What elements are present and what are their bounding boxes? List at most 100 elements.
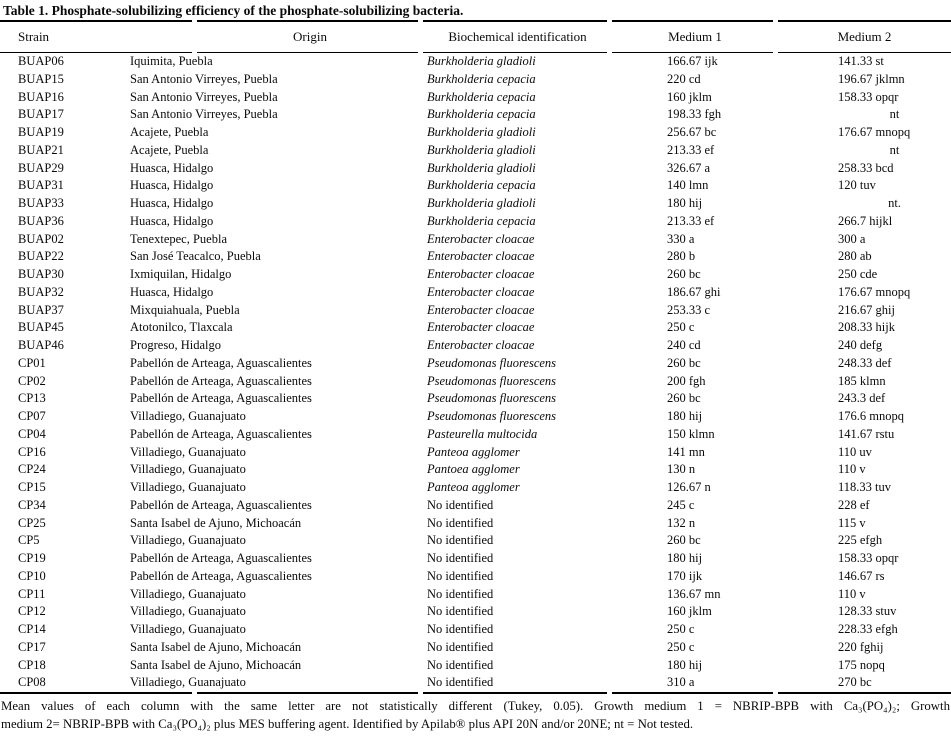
cell-strain: BUAP36 — [18, 213, 64, 228]
table-row: BUAP31 Huasca, Hidalgo Burkholderia cepa… — [0, 177, 951, 195]
cell-medium-2: 258.33 bcd — [838, 160, 894, 175]
cell-biochemical-identification: Pasteurella multocida — [427, 426, 538, 441]
rule-segment — [778, 20, 951, 22]
table-row: BUAP29 Huasca, Hidalgo Burkholderia glad… — [0, 160, 951, 178]
cell-strain: CP07 — [18, 409, 46, 423]
cell-biochemical-identification: No identified — [427, 657, 494, 672]
cell-origin: Mixquiahuala, Puebla — [130, 302, 240, 317]
column-header-biochemical-identification: Biochemical identification — [448, 29, 587, 44]
cell-medium-1: 126.67 n — [667, 480, 711, 494]
cell-strain: CP12 — [18, 604, 46, 619]
cell-medium-1: 186.67 ghi — [667, 284, 721, 299]
table-row: CP04 Pabellón de Arteaga, Aguascalientes… — [0, 426, 951, 444]
cell-strain: BUAP37 — [18, 302, 64, 317]
table-row: CP10 Pabellón de Arteaga, Aguascalientes… — [0, 568, 951, 586]
cell-medium-1: 260 bc — [667, 391, 701, 406]
cell-biochemical-identification: Enterobacter cloacae — [427, 284, 535, 299]
cell-medium-2: 110 uv — [838, 444, 872, 459]
cell-origin: Villadiego, Guanajuato — [130, 480, 246, 494]
cell-origin: Tenextepec, Puebla — [130, 231, 227, 246]
cell-origin: Huasca, Hidalgo — [130, 284, 214, 299]
cell-medium-1: 160 jklm — [667, 89, 712, 104]
cell-medium-1: 150 klmn — [667, 426, 715, 441]
cell-biochemical-identification: Enterobacter cloacae — [427, 320, 535, 335]
cell-medium-1: 330 a — [667, 231, 695, 246]
cell-origin: Pabellón de Arteaga, Aguascalientes — [130, 568, 312, 583]
cell-origin: San Antonio Virreyes, Puebla — [130, 107, 278, 122]
cell-strain: BUAP06 — [18, 54, 64, 68]
cell-biochemical-identification: No identified — [427, 551, 494, 565]
cell-medium-1: 136.67 mn — [667, 586, 721, 601]
table-title: Table 1. Phosphate-solubilizing efficien… — [3, 3, 464, 18]
cell-origin: Pabellón de Arteaga, Aguascalientes — [130, 391, 312, 406]
cell-strain: BUAP45 — [18, 320, 64, 335]
cell-strain: BUAP31 — [18, 178, 64, 193]
cell-biochemical-identification: Burkholderia cepacia — [427, 213, 536, 228]
cell-strain: CP25 — [18, 515, 46, 530]
cell-strain: BUAP16 — [18, 89, 64, 104]
cell-medium-2: 208.33 hijk — [838, 320, 895, 335]
cell-medium-2: 280 ab — [838, 249, 872, 264]
cell-biochemical-identification: Pseudomonas fluorescens — [427, 391, 557, 406]
cell-strain: BUAP22 — [18, 249, 64, 264]
cell-biochemical-identification: Enterobacter cloacae — [427, 302, 535, 317]
table-row: BUAP45 Atotonilco, Tlaxcala Enterobacter… — [0, 319, 951, 337]
cell-medium-2: 118.33 tuv — [838, 480, 892, 494]
cell-medium-1: 170 ijk — [667, 568, 703, 583]
cell-biochemical-identification: No identified — [427, 586, 494, 601]
table-row: CP02 Pabellón de Arteaga, Aguascalientes… — [0, 373, 951, 391]
table-footnote: Mean values of each column with the same… — [0, 694, 951, 733]
cell-medium-2: 240 defg — [838, 338, 883, 352]
cell-strain: CP01 — [18, 355, 46, 370]
cell-biochemical-identification: No identified — [427, 639, 494, 654]
cell-biochemical-identification: Pseudomonas fluorescens — [427, 355, 557, 370]
cell-medium-1: 245 c — [667, 497, 695, 512]
table-row: BUAP46 Progreso, Hidalgo Enterobacter cl… — [0, 337, 951, 355]
rule-segment — [423, 52, 607, 53]
column-header-medium-1: Medium 1 — [668, 29, 722, 44]
table-row: BUAP15 San Antonio Virreyes, Puebla Burk… — [0, 71, 951, 89]
column-header-origin: Origin — [293, 29, 327, 44]
cell-strain: BUAP15 — [18, 71, 64, 86]
table-row: CP07 Villadiego, Guanajuato Pseudomonas … — [0, 408, 951, 426]
cell-medium-1: 180 hij — [667, 657, 703, 672]
rule-segment — [612, 692, 773, 694]
footnote-line-2: medium 2= NBRIP-BPB with Ca₃(PO₄)₂ plus … — [1, 716, 694, 731]
cell-origin: Huasca, Hidalgo — [130, 196, 214, 210]
cell-strain: CP13 — [18, 391, 46, 406]
cell-medium-2: 228 ef — [838, 497, 870, 512]
cell-medium-2: 220 fghij — [838, 639, 884, 654]
cell-origin: Pabellón de Arteaga, Aguascalientes — [130, 497, 312, 512]
table-row: BUAP02 Tenextepec, Puebla Enterobacter c… — [0, 231, 951, 249]
cell-biochemical-identification: Panteoa agglomer — [427, 480, 520, 494]
table-rule-under-header — [0, 52, 951, 53]
cell-medium-2: nt — [889, 142, 900, 157]
cell-medium-1: 180 hij — [667, 551, 703, 565]
cell-strain: BUAP46 — [18, 338, 64, 352]
cell-medium-1: 198.33 fgh — [667, 107, 722, 122]
cell-medium-1: 213.33 ef — [667, 213, 715, 228]
cell-origin: Villadiego, Guanajuato — [130, 586, 246, 601]
cell-strain: CP18 — [18, 657, 46, 672]
cell-medium-2: 141.67 rstu — [838, 426, 895, 441]
cell-biochemical-identification: No identified — [427, 568, 494, 583]
cell-medium-1: 260 bc — [667, 267, 701, 281]
cell-origin: Huasca, Hidalgo — [130, 213, 214, 228]
cell-origin: San Antonio Virreyes, Puebla — [130, 71, 278, 86]
cell-strain: CP15 — [18, 480, 46, 494]
cell-biochemical-identification: Panteoa agglomer — [427, 444, 520, 459]
table-row: CP5 Villadiego, Guanajuato No identified… — [0, 532, 951, 550]
cell-origin: Huasca, Hidalgo — [130, 178, 214, 193]
cell-strain: CP19 — [18, 551, 46, 565]
cell-origin: Villadiego, Guanajuato — [130, 604, 246, 619]
table-row: CP12 Villadiego, Guanajuato No identifie… — [0, 603, 951, 621]
cell-medium-2: 120 tuv — [838, 178, 876, 193]
cell-medium-1: 220 cd — [667, 71, 701, 86]
cell-strain: CP34 — [18, 497, 46, 512]
cell-biochemical-identification: Enterobacter cloacae — [427, 249, 535, 264]
cell-medium-2: 141.33 st — [838, 54, 884, 68]
cell-medium-1: 141 mn — [667, 444, 705, 459]
table-row: BUAP22 San José Teacalco, Puebla Enterob… — [0, 248, 951, 266]
cell-medium-2: nt. — [888, 196, 901, 210]
table-row: CP18 Santa Isabel de Ajuno, Michoacán No… — [0, 657, 951, 675]
